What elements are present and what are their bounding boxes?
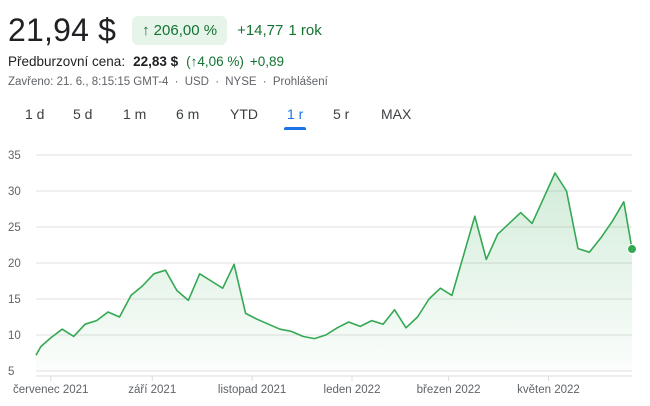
x-tick-label: květen 2022 — [517, 384, 580, 396]
y-tick-label: 10 — [8, 330, 21, 342]
range-tabs: 1 d 5 d 1 m 6 m YTD 1 r 5 r MAX — [0, 106, 650, 132]
change-badge: ↑ 206,00 % — [132, 15, 228, 45]
quote-header: 21,94 $ ↑ 206,00 % +14,77 1 rok — [8, 10, 322, 50]
premarket-price: 22,83 $ — [133, 54, 179, 69]
premarket-row: Předburzovní cena: 22,83 $ (↑4,06 %) +0,… — [8, 54, 284, 69]
last-price-dot — [627, 244, 637, 255]
x-tick-label: listopad 2021 — [218, 384, 286, 396]
separator: · — [215, 76, 220, 88]
y-tick-label: 25 — [8, 222, 21, 234]
premarket-absolute: +0,89 — [249, 54, 285, 69]
exchange: NYSE — [225, 76, 257, 88]
x-tick-label: září 2021 — [128, 384, 176, 396]
separator: · — [174, 76, 179, 88]
x-tick-label: leden 2022 — [324, 384, 381, 396]
tab-1y[interactable]: 1 r — [283, 106, 307, 130]
x-tick-label: březen 2022 — [417, 384, 481, 396]
market-status: Zavřeno: 21. 6., 8:15:15 GMT-4 · USD · N… — [8, 76, 328, 88]
currency: USD — [184, 76, 209, 88]
tab-1d[interactable]: 1 d — [25, 106, 45, 122]
premarket-label: Předburzovní cena: — [8, 54, 126, 69]
change-absolute: +14,77 — [237, 21, 284, 39]
tab-ytd[interactable]: YTD — [230, 106, 258, 122]
tab-5y[interactable]: 5 r — [333, 106, 350, 122]
disclaimer-link[interactable]: Prohlášení — [272, 76, 328, 88]
y-tick-label: 15 — [8, 294, 21, 306]
tab-max[interactable]: MAX — [381, 106, 412, 122]
premarket-percent: (↑4,06 %) — [186, 54, 244, 69]
closed-info: Zavřeno: 21. 6., 8:15:15 GMT-4 — [8, 76, 169, 88]
y-tick-label: 35 — [8, 150, 21, 162]
change-percent: 206,00 % — [153, 21, 218, 39]
tab-1m[interactable]: 1 m — [123, 106, 147, 122]
price-chart[interactable]: 35 30 25 20 15 10 5 červenec 2021 září 2021 listo… — [0, 140, 650, 406]
current-price: 21,94 $ — [8, 11, 117, 48]
y-tick-label: 5 — [8, 366, 14, 378]
tab-5d[interactable]: 5 d — [73, 106, 93, 122]
y-tick-label: 20 — [8, 258, 21, 270]
x-tick-label: červenec 2021 — [13, 384, 88, 396]
arrow-up-icon: ↑ — [142, 21, 150, 39]
change-period: 1 rok — [288, 21, 322, 39]
y-tick-label: 30 — [8, 186, 21, 198]
tab-6m[interactable]: 6 m — [176, 106, 200, 122]
separator: · — [262, 76, 267, 88]
price-area — [36, 173, 632, 371]
price-line — [35, 172, 633, 356]
